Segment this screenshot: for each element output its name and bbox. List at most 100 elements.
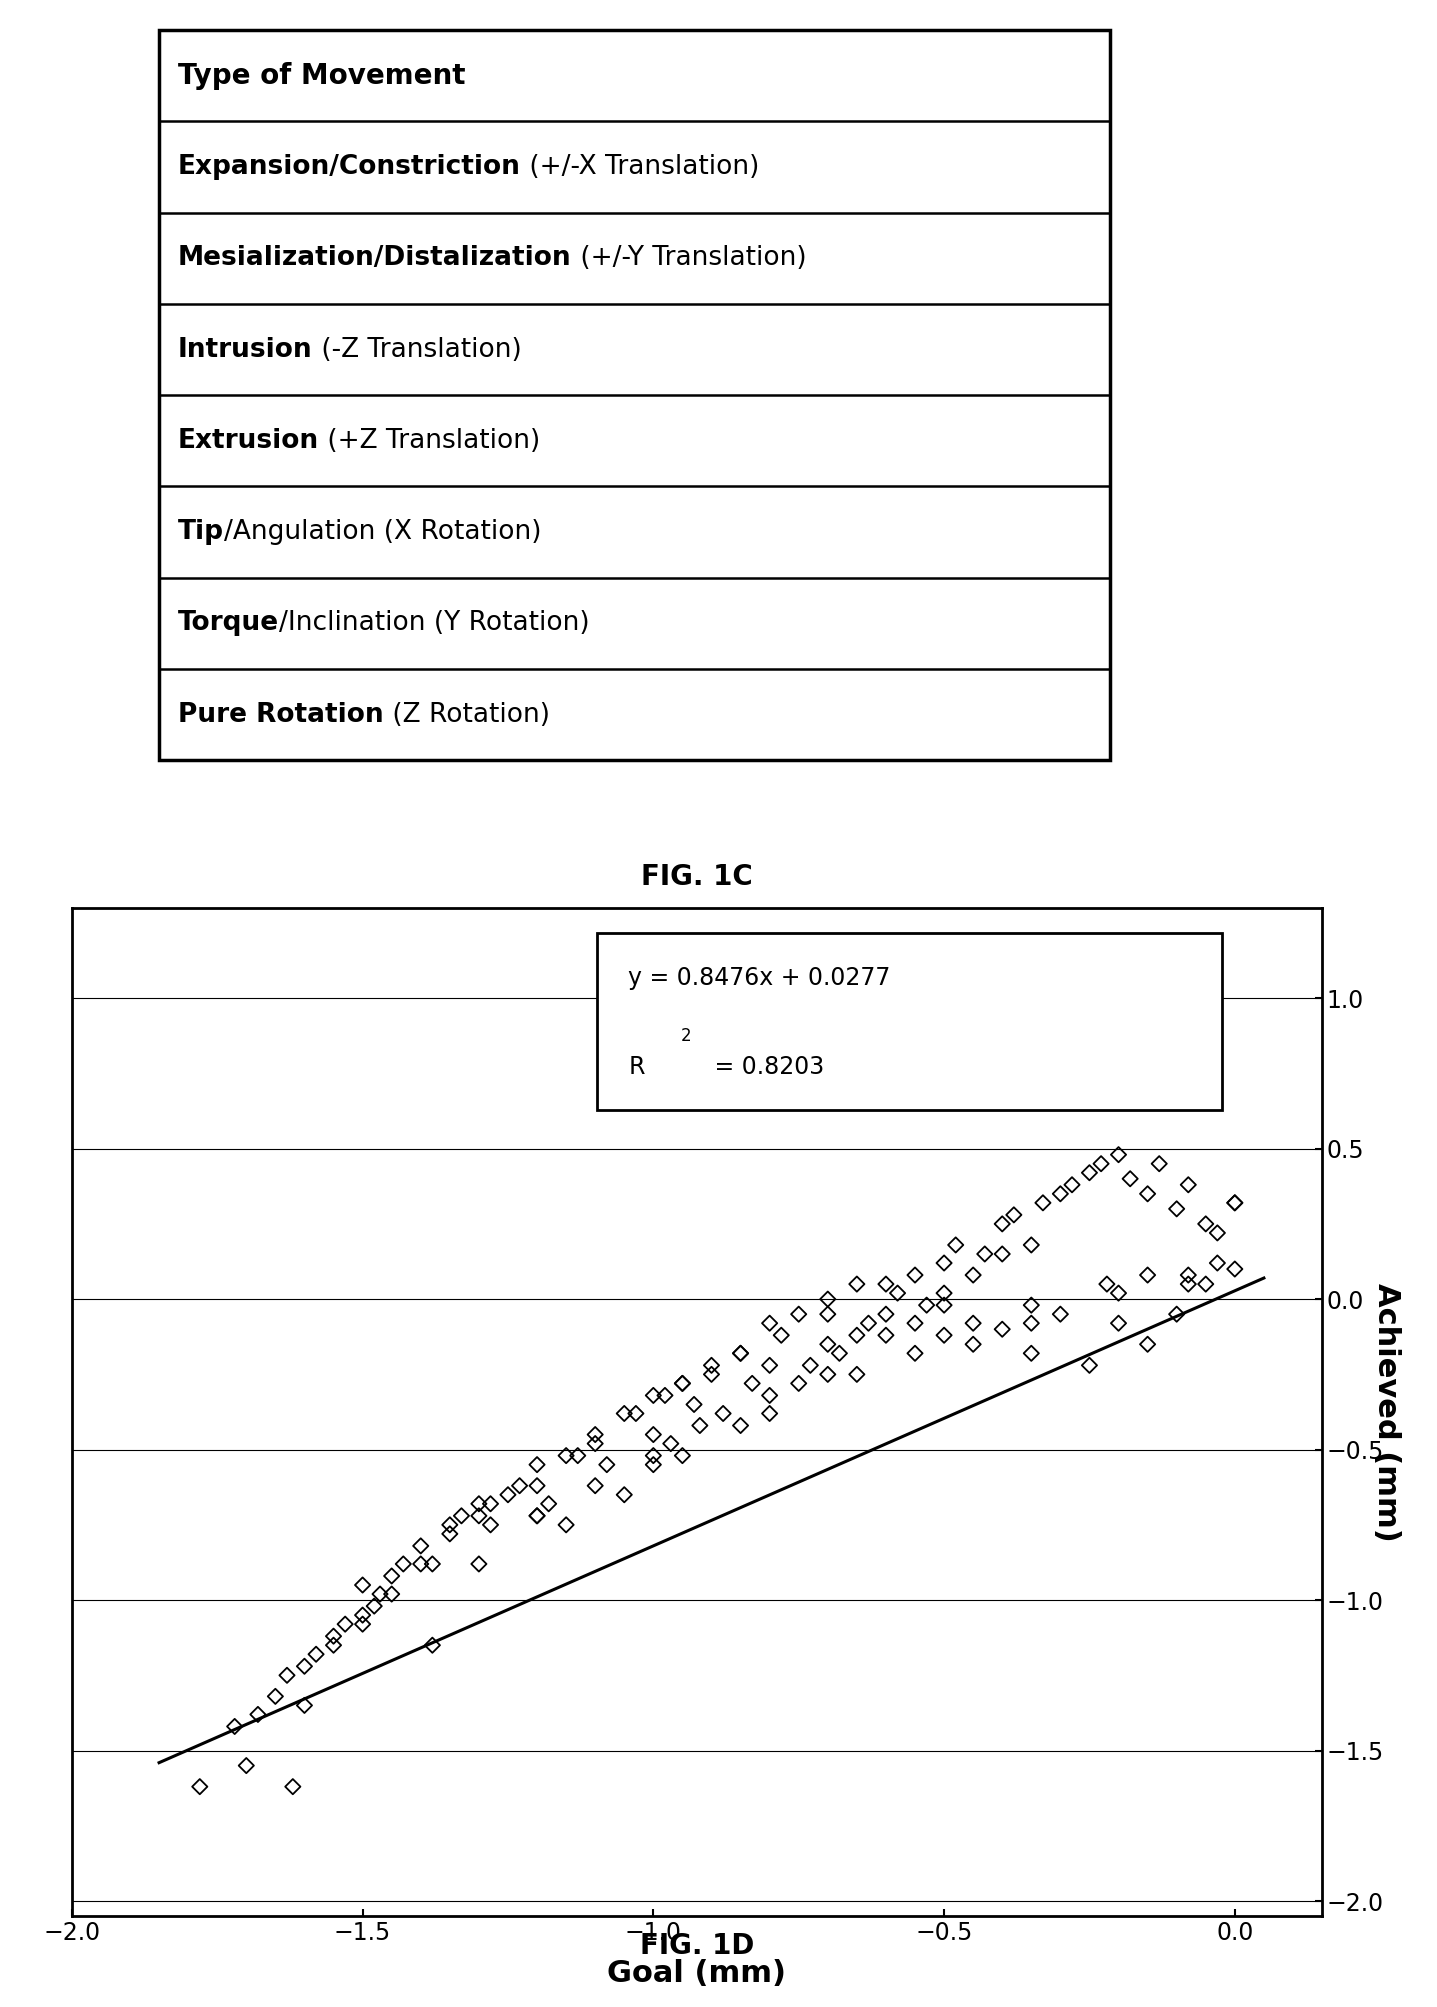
Point — [526, 1449, 549, 1481]
Text: = 0.8203: = 0.8203 — [707, 1056, 825, 1080]
Point — [1003, 1198, 1026, 1230]
Point — [845, 1268, 868, 1301]
Text: /Angulation (X Rotation): /Angulation (X Rotation) — [224, 520, 542, 546]
Text: FIG. 1D: FIG. 1D — [639, 1933, 754, 1961]
Point — [410, 1529, 433, 1561]
Point — [479, 1487, 502, 1519]
Point — [1061, 1168, 1083, 1200]
Point — [1177, 1268, 1200, 1301]
Point — [496, 1479, 519, 1511]
Point — [875, 1299, 898, 1331]
Text: Torque: Torque — [178, 610, 279, 636]
Point — [526, 1499, 549, 1531]
Text: (+/-Y Translation): (+/-Y Translation) — [572, 245, 806, 271]
Text: y = 0.8476x + 0.0277: y = 0.8476x + 0.0277 — [628, 967, 891, 991]
Point — [1206, 1216, 1229, 1248]
Point — [671, 1367, 694, 1399]
Bar — [160, 30, 1109, 761]
Point — [688, 1409, 711, 1441]
Point — [1078, 1156, 1101, 1188]
Point — [799, 1349, 822, 1381]
Point — [729, 1409, 752, 1441]
Point — [438, 1509, 461, 1541]
Point — [1165, 1192, 1188, 1224]
Point — [759, 1349, 782, 1381]
Point — [711, 1397, 734, 1429]
Point — [566, 1439, 589, 1471]
Point — [904, 1307, 927, 1339]
Point — [381, 1578, 404, 1610]
Text: Mesialization/Distalization: Mesialization/Distalization — [178, 245, 572, 271]
Point — [770, 1319, 793, 1351]
Point — [612, 1397, 635, 1429]
Point — [642, 1379, 665, 1411]
Point — [305, 1638, 328, 1670]
X-axis label: Goal (mm): Goal (mm) — [608, 1959, 786, 1987]
Point — [595, 1449, 618, 1481]
Point — [1194, 1208, 1217, 1240]
Point — [1206, 1246, 1229, 1278]
Point — [933, 1246, 956, 1278]
Point — [264, 1680, 287, 1712]
Point — [904, 1337, 927, 1369]
Point — [293, 1650, 316, 1682]
Point — [1137, 1329, 1160, 1361]
Point — [1020, 1288, 1043, 1321]
Point — [1137, 1258, 1160, 1291]
Point — [729, 1337, 752, 1369]
Text: (Z Rotation): (Z Rotation) — [384, 702, 550, 727]
Point — [1177, 1168, 1200, 1200]
Point — [467, 1547, 490, 1580]
Point — [421, 1547, 444, 1580]
Y-axis label: Achieved (mm): Achieved (mm) — [1372, 1282, 1401, 1541]
Point — [856, 1307, 879, 1339]
Point — [322, 1620, 345, 1652]
Text: /Inclination (Y Rotation): /Inclination (Y Rotation) — [279, 610, 589, 636]
Point — [759, 1307, 782, 1339]
Point — [990, 1313, 1013, 1345]
Point — [467, 1499, 490, 1531]
Point — [421, 1630, 444, 1662]
Point — [887, 1276, 910, 1309]
Point — [1223, 1186, 1246, 1218]
Point — [642, 1449, 665, 1481]
Point — [961, 1307, 984, 1339]
Point — [660, 1427, 683, 1459]
Point — [1177, 1258, 1200, 1291]
Text: Tip: Tip — [178, 520, 224, 546]
Point — [700, 1359, 723, 1391]
Point — [450, 1499, 473, 1531]
Point — [467, 1487, 490, 1519]
Point — [990, 1208, 1013, 1240]
Point — [1106, 1307, 1129, 1339]
Point — [1078, 1349, 1101, 1381]
Point — [642, 1439, 665, 1471]
Point — [654, 1379, 677, 1411]
Point — [828, 1337, 851, 1369]
Point — [362, 1590, 385, 1622]
Point — [915, 1288, 938, 1321]
Point — [1223, 1252, 1246, 1284]
Point — [1020, 1228, 1043, 1260]
Point — [904, 1258, 927, 1291]
Point — [333, 1608, 356, 1640]
Point — [583, 1419, 606, 1451]
Text: (-Z Translation): (-Z Translation) — [313, 337, 522, 363]
Point — [642, 1419, 665, 1451]
Point — [1165, 1299, 1188, 1331]
Point — [759, 1379, 782, 1411]
Text: FIG. 1C: FIG. 1C — [641, 863, 753, 891]
Point — [933, 1319, 956, 1351]
Point — [583, 1427, 606, 1459]
Point — [188, 1770, 211, 1802]
Point — [1148, 1148, 1171, 1180]
Point — [933, 1288, 956, 1321]
Point — [816, 1299, 839, 1331]
Point — [223, 1710, 246, 1742]
Point — [625, 1397, 648, 1429]
Point — [787, 1299, 810, 1331]
Point — [392, 1547, 415, 1580]
Point — [276, 1660, 299, 1692]
Point — [1049, 1178, 1072, 1210]
Point — [410, 1547, 433, 1580]
